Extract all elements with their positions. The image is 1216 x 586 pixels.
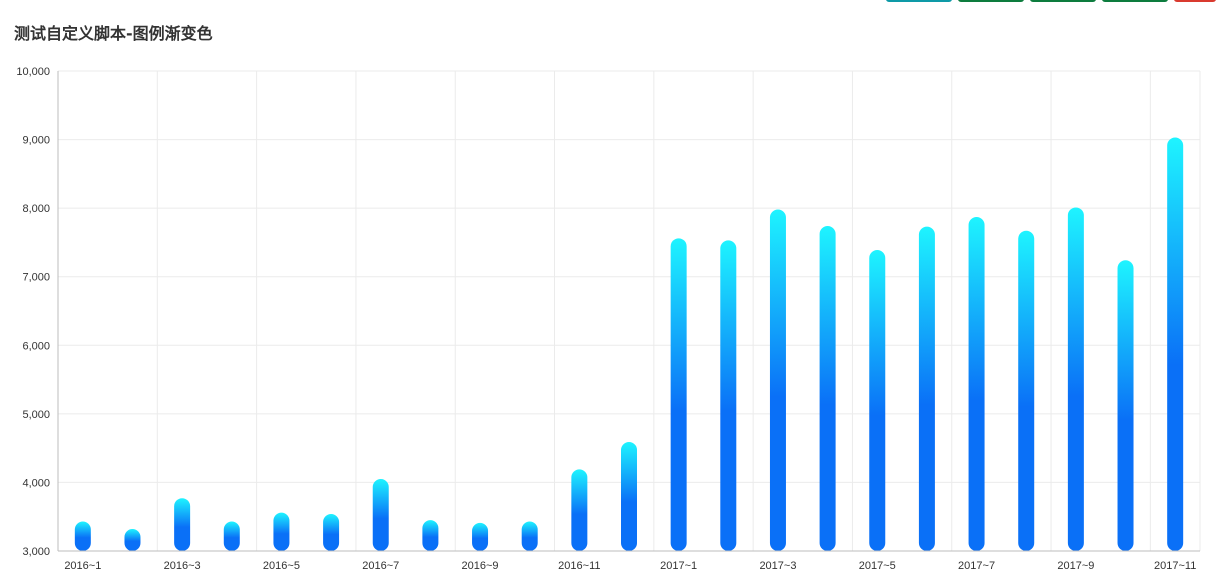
- toolbar-button-2[interactable]: [958, 0, 1024, 2]
- x-tick-label: 2016~11: [558, 560, 600, 572]
- toolbar-button-5[interactable]: [1174, 0, 1216, 2]
- y-tick-label: 4,000: [22, 477, 50, 489]
- x-tick-label: 2016~1: [64, 560, 101, 572]
- bar: [273, 512, 290, 551]
- bar: [372, 479, 389, 551]
- toolbar-button-1[interactable]: [886, 0, 952, 2]
- x-tick-label: 2017~11: [1154, 560, 1196, 572]
- bar: [521, 521, 538, 551]
- bar: [1018, 230, 1035, 551]
- bar: [968, 217, 985, 552]
- bar: [223, 521, 240, 551]
- bar: [74, 521, 91, 551]
- bar: [918, 226, 935, 551]
- x-tick-label: 2017~1: [660, 560, 697, 572]
- bar: [422, 520, 439, 551]
- toolbar-buttons: [886, 0, 1216, 2]
- x-tick-label: 2017~3: [759, 560, 796, 572]
- y-tick-label: 8,000: [22, 203, 50, 215]
- bar: [670, 238, 687, 552]
- bar: [124, 529, 141, 551]
- bar: [472, 522, 489, 551]
- x-tick-label: 2017~9: [1057, 560, 1094, 572]
- x-tick-label: 2016~9: [462, 560, 499, 572]
- x-tick-label: 2017~5: [859, 560, 896, 572]
- x-tick-label: 2016~5: [263, 560, 300, 572]
- y-tick-label: 7,000: [22, 272, 50, 284]
- bar: [571, 469, 588, 551]
- grid-lines: [57, 70, 1201, 552]
- bar: [869, 249, 886, 551]
- y-tick-label: 6,000: [22, 340, 50, 352]
- bar: [1167, 137, 1184, 551]
- y-tick-label: 9,000: [22, 135, 50, 147]
- toolbar-button-3[interactable]: [1030, 0, 1096, 2]
- chart-title: 测试自定义脚本-图例渐变色: [14, 24, 213, 43]
- bar: [1067, 207, 1084, 551]
- bar: [769, 209, 786, 551]
- bar: [720, 240, 737, 551]
- bar: [323, 513, 340, 551]
- y-tick-label: 5,000: [22, 409, 50, 421]
- x-tick-label: 2016~7: [362, 560, 399, 572]
- bar: [819, 225, 836, 551]
- toolbar-button-4[interactable]: [1102, 0, 1168, 2]
- bar: [1117, 260, 1134, 551]
- y-tick-label: 3,000: [22, 546, 50, 558]
- bars: [74, 137, 1184, 552]
- bar: [174, 498, 191, 551]
- tick-labels: 3,000 4,000 5,000 6,000 7,000 8,000 9,000 10,00…: [16, 66, 1196, 572]
- bar: [621, 441, 637, 551]
- axes: [57, 71, 1200, 552]
- x-tick-label: 2016~3: [164, 560, 201, 572]
- y-tick-label: 10,000: [16, 66, 50, 78]
- x-tick-label: 2017~7: [958, 560, 995, 572]
